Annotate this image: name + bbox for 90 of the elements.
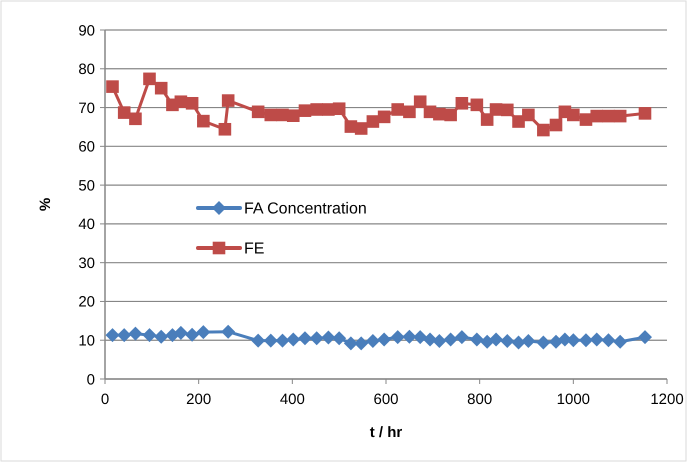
point [402, 330, 416, 344]
point [186, 96, 198, 110]
point [154, 330, 168, 344]
point [521, 334, 536, 348]
y-tick-label: 90 [78, 22, 95, 40]
x-tick-label: 1200 [650, 391, 684, 408]
x-axis-title: t / hr [370, 424, 402, 441]
point [117, 328, 132, 342]
point [522, 108, 535, 122]
y-tick-label: 30 [78, 254, 95, 272]
point [366, 115, 380, 128]
point [197, 114, 210, 128]
point [470, 98, 484, 112]
x-tick-label: 800 [467, 391, 492, 408]
point [143, 72, 156, 86]
point [403, 106, 416, 118]
legend-label: FE [244, 240, 264, 258]
point [638, 107, 652, 120]
point [286, 332, 300, 346]
point [390, 330, 405, 344]
point [105, 328, 120, 342]
point [378, 110, 390, 124]
point [354, 336, 368, 350]
point [142, 328, 156, 342]
point [174, 326, 188, 340]
point [276, 334, 290, 348]
point [601, 333, 616, 348]
point [550, 118, 562, 132]
point [264, 334, 278, 348]
point [536, 336, 550, 350]
y-tick-label: 50 [78, 177, 95, 194]
point [638, 330, 652, 344]
point [480, 334, 494, 349]
point [128, 326, 142, 341]
point [298, 331, 312, 346]
point [221, 324, 236, 339]
y-tick-label: 40 [78, 216, 95, 234]
point [444, 332, 458, 346]
y-tick-label: 70 [78, 100, 95, 117]
point [366, 334, 380, 348]
point [413, 330, 428, 344]
point [414, 95, 426, 108]
point [332, 331, 346, 346]
point [310, 331, 324, 346]
point [332, 102, 346, 116]
point [500, 334, 514, 348]
point [567, 108, 580, 122]
point [578, 333, 593, 348]
point [423, 332, 438, 346]
point [613, 334, 628, 349]
y-tick-label: 0 [86, 371, 95, 388]
point [222, 94, 234, 107]
point [501, 104, 514, 116]
point [444, 108, 457, 122]
y-axis-title: % [37, 198, 54, 212]
x-tick-label: 400 [280, 391, 305, 408]
x-tick-label: 200 [186, 391, 212, 408]
x-tick-label: 600 [373, 391, 399, 408]
point [196, 325, 210, 340]
point [391, 103, 404, 116]
point [252, 106, 264, 118]
point [537, 124, 550, 136]
point [512, 336, 526, 350]
legend-label: FA Concentration [244, 200, 367, 218]
point [129, 112, 142, 126]
point [264, 108, 278, 122]
point [480, 113, 494, 126]
point [118, 106, 130, 119]
x-tick-label: 1000 [556, 391, 590, 408]
point [456, 96, 468, 110]
point [590, 332, 604, 346]
point [489, 332, 504, 346]
y-tick-label: 10 [78, 332, 95, 350]
point [454, 330, 469, 344]
point [614, 110, 626, 122]
point [377, 332, 392, 346]
point [251, 334, 266, 348]
y-tick-label: 20 [78, 294, 95, 311]
point [321, 330, 336, 345]
y-tick-label: 60 [78, 138, 95, 156]
point [432, 334, 446, 348]
point [106, 80, 119, 93]
point [154, 82, 168, 94]
point [344, 336, 358, 350]
y-tick-label: 80 [78, 61, 95, 78]
point [354, 122, 368, 135]
point [218, 122, 232, 136]
point [185, 328, 200, 342]
x-tick-label: 0 [100, 391, 110, 408]
point [470, 332, 484, 346]
